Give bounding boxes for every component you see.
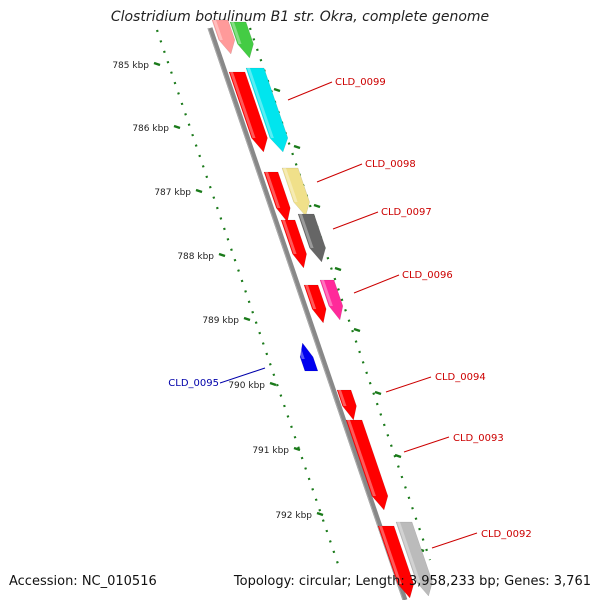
gene-arrow[interactable] [345,419,389,511]
gene-leader-line [385,376,432,393]
ruler-tick-label: 792 kbp [275,511,312,521]
gene-arrow[interactable] [281,167,310,217]
ruler-tick [316,511,324,517]
ruler-tick [218,252,226,258]
gene-arrow[interactable] [245,67,289,153]
ruler-tick [374,390,382,396]
genome-summary: Topology: circular; Length: 3,958,233 bp… [233,574,591,589]
ruler-tick [313,203,321,209]
ruler-tick [353,327,361,333]
ruler-tick-label: 788 kbp [177,252,214,262]
gene-arrow[interactable] [228,71,268,153]
ruler-tick [293,144,301,150]
gene-leader-line [431,532,478,549]
gene-arrow[interactable] [377,525,415,599]
gene-arrow[interactable] [280,219,307,269]
accession-label: Accession: NC_010516 [9,574,157,589]
gene-label[interactable]: CLD_0092 [481,529,532,540]
genome-backbone [207,27,408,600]
ruler-tick-label: 790 kbp [228,381,265,391]
gene-leader-line [403,436,450,453]
ruler-tick [273,87,281,93]
gene-arrow[interactable] [229,21,254,59]
gene-label[interactable]: CLD_0096 [402,270,453,281]
ruler-tick-label: 786 kbp [132,124,169,134]
ruler-tick [173,124,181,130]
gene-arrow-blue[interactable] [297,342,319,372]
ruler-tick-label: 785 kbp [112,61,149,71]
ruler-tick [153,61,161,67]
gene-leader-line [287,81,333,101]
gene-arrow[interactable] [319,279,344,321]
gene-leader-line [332,211,379,230]
ruler-tick [394,453,402,459]
gene-label[interactable]: CLD_0095 [168,378,219,389]
gene-label[interactable]: CLD_0094 [435,372,486,383]
gene-arrow[interactable] [297,213,326,263]
ruler-tick [269,381,277,387]
gene-label[interactable]: CLD_0099 [335,77,386,88]
ruler-tick-label: 791 kbp [252,446,289,456]
ruler-tick [243,316,251,322]
ruler-tick [195,188,203,194]
gene-label[interactable]: CLD_0097 [381,207,432,218]
gene-label[interactable]: CLD_0093 [453,433,504,444]
gene-leader-line [316,163,363,183]
gene-arrow[interactable] [263,171,291,223]
genome-title: Clostridium botulinum B1 str. Okra, comp… [110,9,490,25]
ruler-tick [334,266,342,272]
gene-arrow[interactable] [395,521,433,597]
gene-leader-line [353,274,400,294]
gene-arrow[interactable] [303,284,327,324]
ruler-tick [293,446,301,452]
gene-arrow[interactable] [336,389,357,421]
gene-label[interactable]: CLD_0098 [365,159,416,170]
gene-arrow[interactable] [211,19,236,55]
ruler-tick-label: 789 kbp [202,316,239,326]
gene-leader-line [219,367,266,384]
ruler-tick-label: 787 kbp [154,188,191,198]
